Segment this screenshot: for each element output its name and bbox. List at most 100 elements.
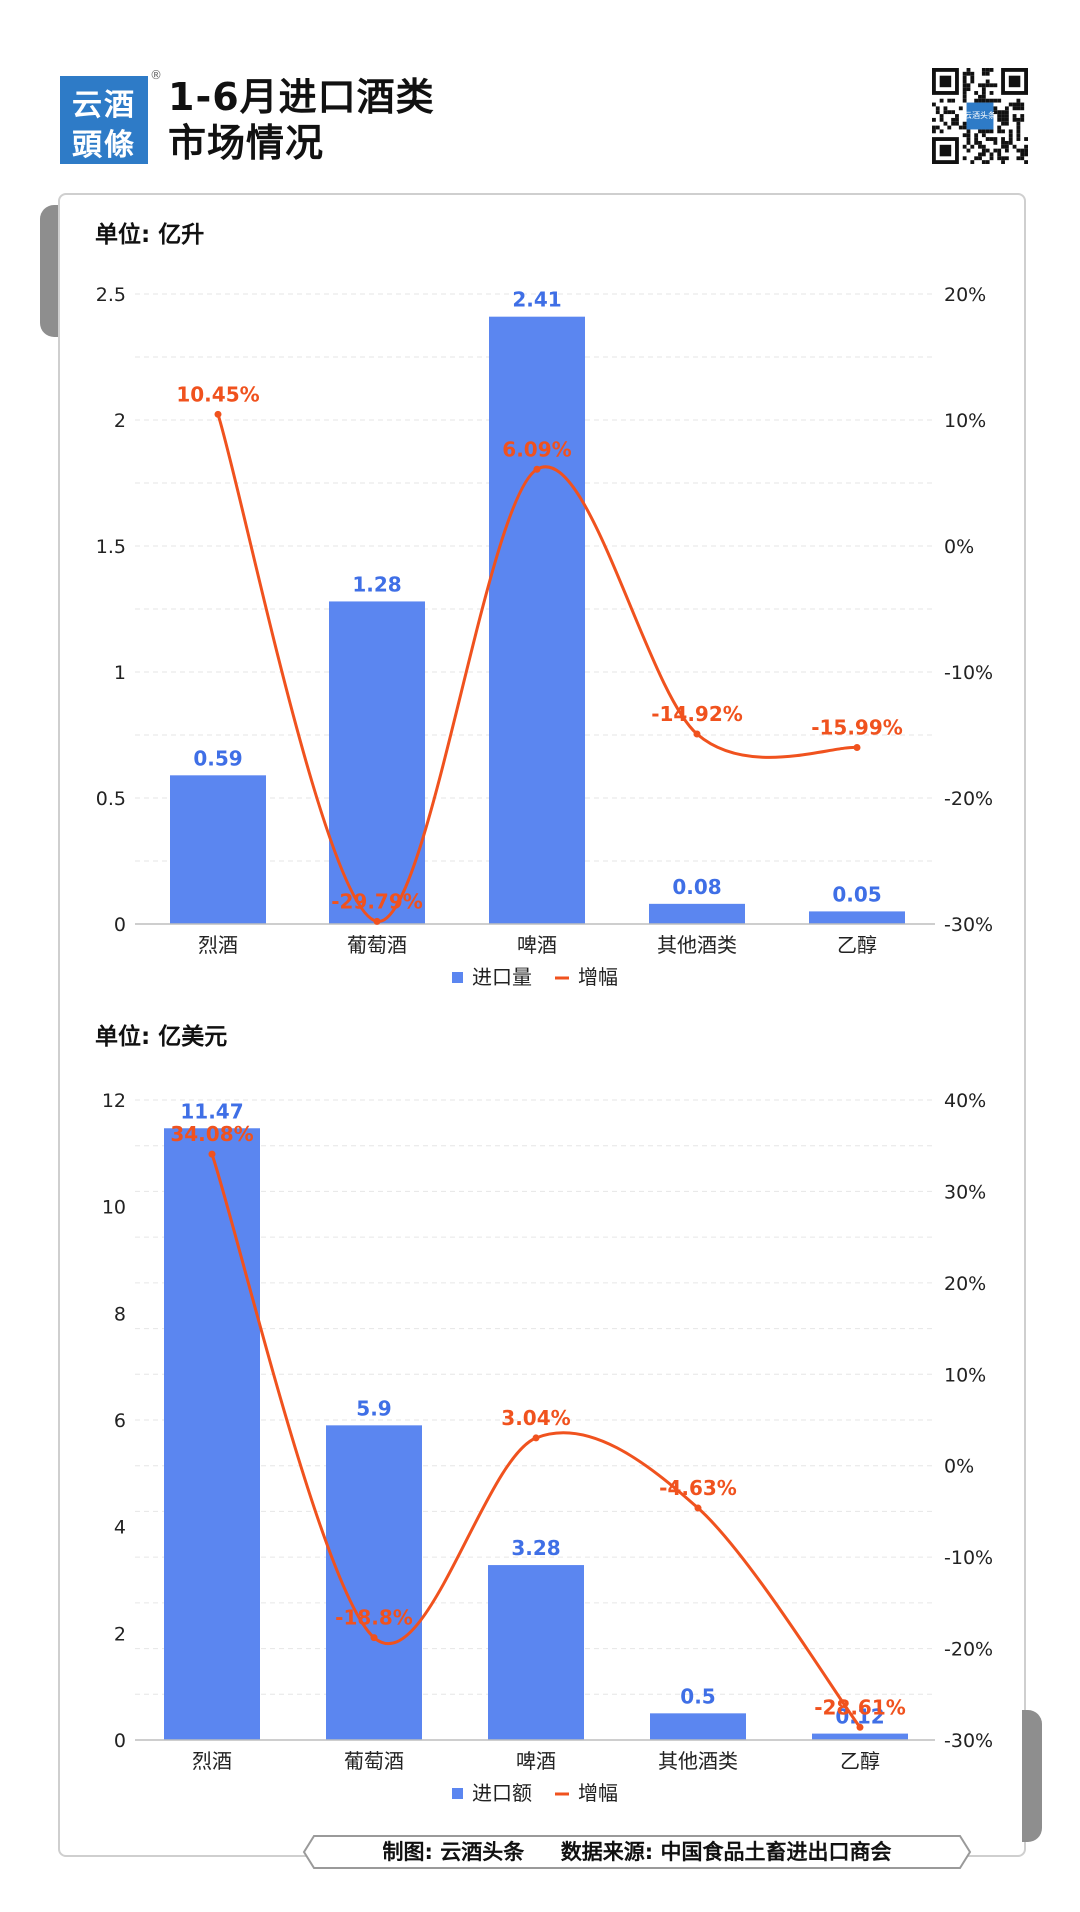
qr-code: 云酒头条 <box>932 68 1028 164</box>
qr-module <box>955 114 959 118</box>
qr-center-logo <box>966 102 994 130</box>
qr-module <box>1004 148 1009 153</box>
qr-module <box>955 121 959 126</box>
qr-module <box>1004 140 1009 145</box>
bar-value-label: 0.5 <box>680 1684 715 1708</box>
qr-module <box>1016 137 1021 141</box>
bar-value-label: 5.9 <box>356 1396 391 1420</box>
qr-module <box>1001 137 1005 141</box>
bar <box>649 903 745 924</box>
qr-module <box>985 68 990 72</box>
qr-module <box>1008 140 1013 145</box>
qr-module <box>997 125 1002 130</box>
growth-point <box>214 410 222 418</box>
qr-module <box>1016 133 1021 138</box>
qr-module <box>962 156 967 161</box>
qr-module <box>943 121 948 126</box>
qr-module <box>1001 121 1005 126</box>
qr-module <box>993 98 998 103</box>
left-tab-decoration <box>40 205 60 337</box>
qr-module <box>993 110 998 115</box>
y-tick-label: 0 <box>114 914 126 936</box>
qr-module <box>974 140 979 145</box>
chart-1: 单位: 亿升 0 0.5 1 1.5 2 2.5 -30% -20% -10% 0% 10% 20% 0.… <box>95 221 993 989</box>
qr-module <box>981 144 986 149</box>
qr-module <box>997 117 1002 122</box>
y-tick-label: 6 <box>114 1410 126 1432</box>
footer-frame <box>302 1835 972 1869</box>
qr-module <box>974 137 979 141</box>
legend-bar-swatch <box>452 1788 463 1799</box>
qr-module <box>978 152 982 157</box>
growth-value-label: -18.8% <box>335 1606 413 1630</box>
title-line-1: 1-6月进口酒类 <box>168 75 435 119</box>
qr-module <box>943 106 948 111</box>
qr-module <box>951 121 956 126</box>
qr-module <box>1016 125 1021 130</box>
bar <box>164 1128 260 1740</box>
qr-module <box>974 91 979 95</box>
qr-module <box>985 71 990 76</box>
y2-tick-label: -20% <box>944 788 993 810</box>
qr-module <box>985 129 990 134</box>
qr-module <box>981 129 986 134</box>
legend-bar-label: 进口量 <box>472 965 532 989</box>
qr-module <box>1001 110 1005 115</box>
x-tick-label: 烈酒 <box>198 933 238 957</box>
growth-value-label: 34.08% <box>170 1122 253 1146</box>
qr-module <box>985 160 990 164</box>
y2-tick-label: 20% <box>944 284 986 306</box>
footer-banner: 制图: 云酒头条 数据来源: 中国食品土畜进出口商会 <box>300 1832 974 1872</box>
growth-point <box>693 730 701 738</box>
bar <box>650 1713 746 1740</box>
qr-module <box>985 148 990 153</box>
qr-module <box>939 117 944 122</box>
page-title: 1-6月进口酒类 市场情况 <box>168 74 435 166</box>
qr-module <box>997 114 1002 118</box>
x-tick-label: 乙醇 <box>837 933 877 957</box>
qr-module <box>962 133 967 138</box>
legend-line-label: 增幅 <box>578 1781 618 1805</box>
qr-module <box>1004 106 1009 111</box>
y-tick-label: 8 <box>114 1303 126 1325</box>
y2-tick-label: 10% <box>944 1364 986 1386</box>
y2-tick-label: 10% <box>944 410 986 432</box>
qr-module <box>985 79 990 84</box>
legend-line-label: 增幅 <box>578 965 618 989</box>
x-tick-label: 葡萄酒 <box>344 1749 404 1773</box>
bar-value-label: 0.08 <box>672 875 721 899</box>
qr-module <box>966 129 971 134</box>
bar <box>326 1425 422 1740</box>
qr-module <box>993 83 998 88</box>
qr-module <box>955 117 959 122</box>
qr-module <box>981 148 986 153</box>
qr-module <box>1012 106 1017 111</box>
qr-module <box>935 106 940 111</box>
qr-module <box>962 83 967 88</box>
qr-module <box>974 98 979 103</box>
bar <box>488 1565 584 1740</box>
y-tick-label: 2 <box>114 410 126 432</box>
y2-tick-label: -30% <box>944 914 993 936</box>
qr-module <box>1020 152 1025 157</box>
qr-module <box>993 106 998 111</box>
qr-module <box>947 110 952 115</box>
y2-tick-label: 40% <box>944 1090 986 1112</box>
growth-line <box>210 1153 862 1729</box>
qr-module <box>966 71 971 76</box>
qr-module <box>997 129 1002 134</box>
qr-module <box>974 133 979 138</box>
qr-module <box>966 137 971 141</box>
qr-module <box>939 114 944 118</box>
qr-module <box>981 91 986 95</box>
qr-center-text: 云酒头条 <box>964 110 996 120</box>
y-tick-label: 1 <box>114 662 126 684</box>
y-tick-label: 0 <box>114 1730 126 1752</box>
growth-value-label: -15.99% <box>811 715 903 739</box>
qr-finder-core <box>1008 75 1021 88</box>
unit-label: 单位: 亿升 <box>95 221 204 248</box>
qr-module <box>993 140 998 145</box>
qr-module <box>1008 137 1013 141</box>
bar-value-label: 3.28 <box>511 1536 560 1560</box>
growth-value-label: -29.79% <box>331 889 423 913</box>
